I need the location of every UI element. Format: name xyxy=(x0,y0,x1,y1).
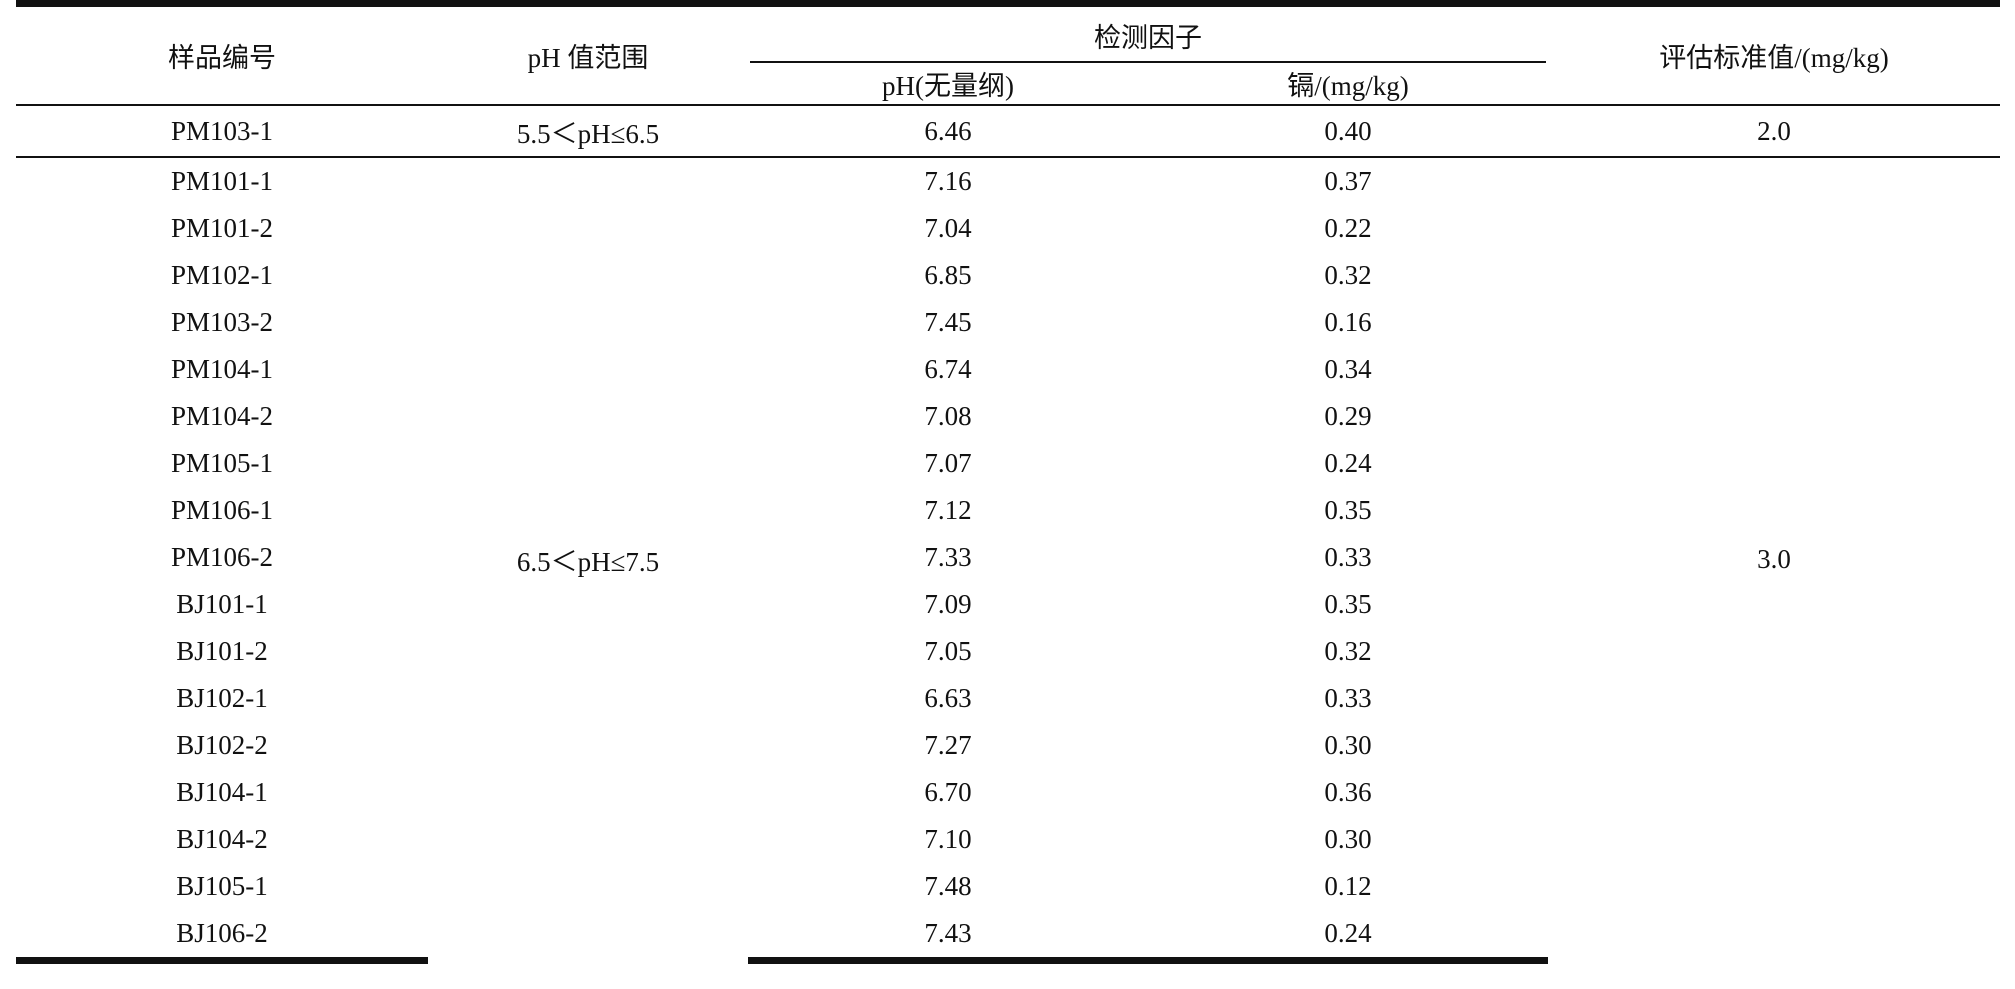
ph-value-cell: 7.09 xyxy=(924,589,972,619)
sample-id-cell: PM105-1 xyxy=(170,448,273,478)
table-row: PM101-1 6.5＜pH≤7.5 7.16 0.37 3.0 xyxy=(16,157,2000,577)
sample-id-cell: BJ101-2 xyxy=(176,636,268,666)
table-row: BJ105-1 7.48 0.12 xyxy=(16,863,2000,910)
cadmium-value-cell: 0.16 xyxy=(1324,307,1372,337)
header-ph-unit: pH(无量纲) xyxy=(748,63,1148,106)
sample-id-cell: BJ101-1 xyxy=(176,589,268,619)
header-standard: 评估标准值/(mg/kg) xyxy=(1548,0,2000,106)
table-row: PM103-2 7.45 0.16 xyxy=(16,299,2000,346)
sample-id-cell: PM101-2 xyxy=(170,213,273,243)
sample-id-cell: PM102-1 xyxy=(170,260,273,290)
sample-id-cell: PM106-2 xyxy=(170,542,273,572)
table-row: BJ102-2 7.27 0.30 xyxy=(16,722,2000,769)
ph-value-cell: 7.45 xyxy=(924,307,972,337)
ph-value-cell: 6.46 xyxy=(748,105,1148,158)
header-cd-unit: 镉/(mg/kg) xyxy=(1148,63,1548,106)
cadmium-value-cell: 0.22 xyxy=(1324,213,1372,243)
header-detection-factors-label: 检测因子 xyxy=(1094,22,1202,53)
ph-value-cell: 7.05 xyxy=(924,636,972,666)
ph-value-cell: 7.33 xyxy=(924,542,972,572)
group-divider-line xyxy=(750,61,1546,63)
table-row: PM106-1 7.12 0.35 xyxy=(16,487,2000,534)
table-row: BJ106-2 7.43 0.24 xyxy=(16,910,2000,964)
table-row: PM104-2 7.08 0.29 xyxy=(16,393,2000,440)
header-detection-factors: 检测因子 xyxy=(748,0,1548,63)
cadmium-value-cell: 0.30 xyxy=(1324,824,1372,854)
ph-value-cell: 6.74 xyxy=(924,354,972,384)
sample-id-cell: BJ106-2 xyxy=(16,910,428,964)
data-table-container: 样品编号 pH 值范围 检测因子 评估标准值/(mg/kg) pH(无量纲) 镉… xyxy=(16,0,2000,964)
sample-id-cell: PM104-1 xyxy=(170,354,273,384)
soil-cadmium-table: 样品编号 pH 值范围 检测因子 评估标准值/(mg/kg) pH(无量纲) 镉… xyxy=(16,0,2000,964)
cadmium-value-cell: 0.29 xyxy=(1324,401,1372,431)
ph-value-cell: 7.04 xyxy=(924,213,972,243)
header-ph-range: pH 值范围 xyxy=(428,0,748,106)
table-row: BJ104-1 6.70 0.36 xyxy=(16,769,2000,816)
group-b-body: PM101-1 6.5＜pH≤7.5 7.16 0.37 3.0 PM101-2 7.04 0… xyxy=(16,157,2000,964)
header-sample-id: 样品编号 xyxy=(16,0,428,106)
sample-id-cell: PM103-1 xyxy=(16,105,428,158)
ph-value-cell: 7.08 xyxy=(924,401,972,431)
cadmium-value-cell: 0.24 xyxy=(1148,910,1548,964)
cadmium-value-cell: 0.40 xyxy=(1148,105,1548,158)
cadmium-value-cell: 0.30 xyxy=(1324,730,1372,760)
cadmium-value-cell: 0.24 xyxy=(1324,448,1372,478)
sample-id-cell: PM103-2 xyxy=(170,307,273,337)
ph-range-cell: 5.5＜pH≤6.5 xyxy=(428,105,748,158)
cadmium-value-cell: 0.35 xyxy=(1324,589,1372,619)
ph-value-cell: 7.48 xyxy=(924,871,972,901)
ph-value-cell: 7.43 xyxy=(748,910,1148,964)
table-row: BJ104-2 7.10 0.30 xyxy=(16,816,2000,863)
standard-value-cell: 3.0 xyxy=(1757,543,1791,574)
sample-id-cell: BJ102-2 xyxy=(176,730,268,760)
ph-value-cell: 7.12 xyxy=(924,495,972,525)
table-row: PM103-1 5.5＜pH≤6.5 6.46 0.40 2.0 xyxy=(16,105,2000,158)
table-row: PM105-1 7.07 0.24 xyxy=(16,440,2000,487)
ph-value-cell: 7.07 xyxy=(924,448,972,478)
cadmium-value-cell: 0.36 xyxy=(1324,777,1372,807)
cadmium-value-cell: 0.32 xyxy=(1324,636,1372,666)
sample-id-cell: PM106-1 xyxy=(170,495,273,525)
table-row: BJ101-1 7.09 0.35 xyxy=(16,581,2000,628)
sample-id-cell: BJ102-1 xyxy=(176,683,268,713)
table-row: PM102-1 6.85 0.32 xyxy=(16,252,2000,299)
table-header: 样品编号 pH 值范围 检测因子 评估标准值/(mg/kg) pH(无量纲) 镉… xyxy=(16,0,2000,106)
standard-value-cell: 2.0 xyxy=(1548,105,2000,158)
sample-id-cell: PM101-1 xyxy=(170,166,273,196)
table-row: BJ102-1 6.63 0.33 xyxy=(16,675,2000,722)
sample-id-cell: PM104-2 xyxy=(170,401,273,431)
sample-id-cell: BJ104-1 xyxy=(176,777,268,807)
group-a-body: PM103-1 5.5＜pH≤6.5 6.46 0.40 2.0 xyxy=(16,105,2000,158)
ph-value-cell: 7.10 xyxy=(924,824,972,854)
ph-value-cell: 7.16 xyxy=(924,166,972,196)
cadmium-value-cell: 0.33 xyxy=(1324,683,1372,713)
ph-value-cell: 7.27 xyxy=(924,730,972,760)
table-row: PM106-2 7.33 0.33 xyxy=(16,534,2000,581)
table-row: PM104-1 6.74 0.34 xyxy=(16,346,2000,393)
sample-id-cell: BJ104-2 xyxy=(176,824,268,854)
table-row: PM101-2 7.04 0.22 xyxy=(16,205,2000,252)
cadmium-value-cell: 0.37 xyxy=(1324,166,1372,196)
cadmium-value-cell: 0.12 xyxy=(1324,871,1372,901)
ph-value-cell: 6.70 xyxy=(924,777,972,807)
ph-value-cell: 6.63 xyxy=(924,683,972,713)
cadmium-value-cell: 0.32 xyxy=(1324,260,1372,290)
sample-id-cell: BJ105-1 xyxy=(176,871,268,901)
cadmium-value-cell: 0.33 xyxy=(1324,542,1372,572)
table-row: BJ101-2 7.05 0.32 xyxy=(16,628,2000,675)
cadmium-value-cell: 0.35 xyxy=(1324,495,1372,525)
ph-range-cell: 6.5＜pH≤7.5 xyxy=(516,546,660,577)
cadmium-value-cell: 0.34 xyxy=(1324,354,1372,384)
ph-value-cell: 6.85 xyxy=(924,260,972,290)
